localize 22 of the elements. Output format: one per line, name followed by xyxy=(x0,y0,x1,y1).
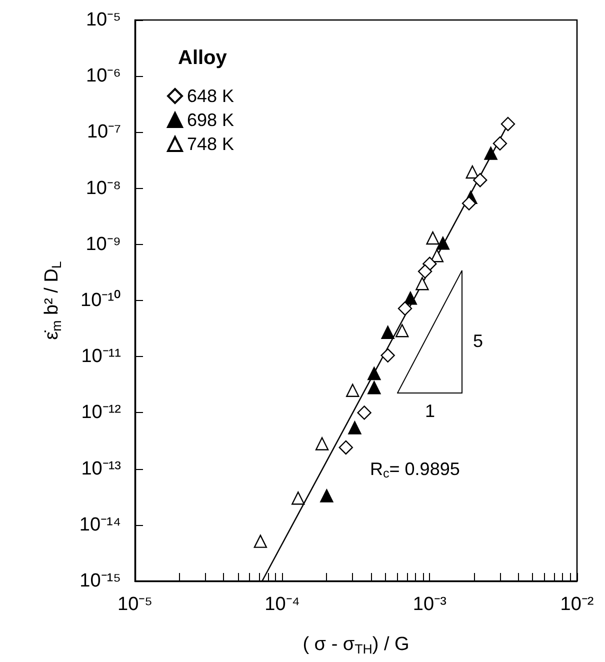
annotation: 5 xyxy=(473,331,484,351)
y-tick-label: 10⁻¹⁵ xyxy=(80,570,121,592)
y-tick-label: 10⁻¹³ xyxy=(81,458,121,480)
annotation: 1 xyxy=(425,401,436,421)
x-tick-label: 10⁻⁴ xyxy=(264,594,300,615)
y-axis-title: ε̇m b² / DL xyxy=(41,261,64,340)
legend-label: 698 K xyxy=(187,110,234,130)
legend-title: Alloy xyxy=(178,47,228,69)
legend-label: 748 K xyxy=(187,134,234,154)
legend-label: 648 K xyxy=(187,86,234,106)
y-tick-label: 10⁻¹² xyxy=(81,402,121,424)
y-tick-label: 10⁻⁷ xyxy=(86,122,122,143)
y-tick-label: 10⁻⁸ xyxy=(86,178,121,199)
x-tick-label: 10⁻³ xyxy=(412,594,446,615)
x-tick-label: 10⁻⁵ xyxy=(117,594,153,615)
y-tick-label: 10⁻⁶ xyxy=(86,66,121,87)
y-tick-label: 10⁻¹⁰ xyxy=(80,289,121,311)
x-tick-label: 10⁻² xyxy=(560,594,594,615)
y-tick-label: 10⁻⁹ xyxy=(86,234,121,255)
y-tick-label: 10⁻¹¹ xyxy=(81,346,121,368)
y-tick-label: 10⁻¹⁴ xyxy=(79,514,121,536)
y-tick-label: 10⁻⁵ xyxy=(86,10,121,30)
